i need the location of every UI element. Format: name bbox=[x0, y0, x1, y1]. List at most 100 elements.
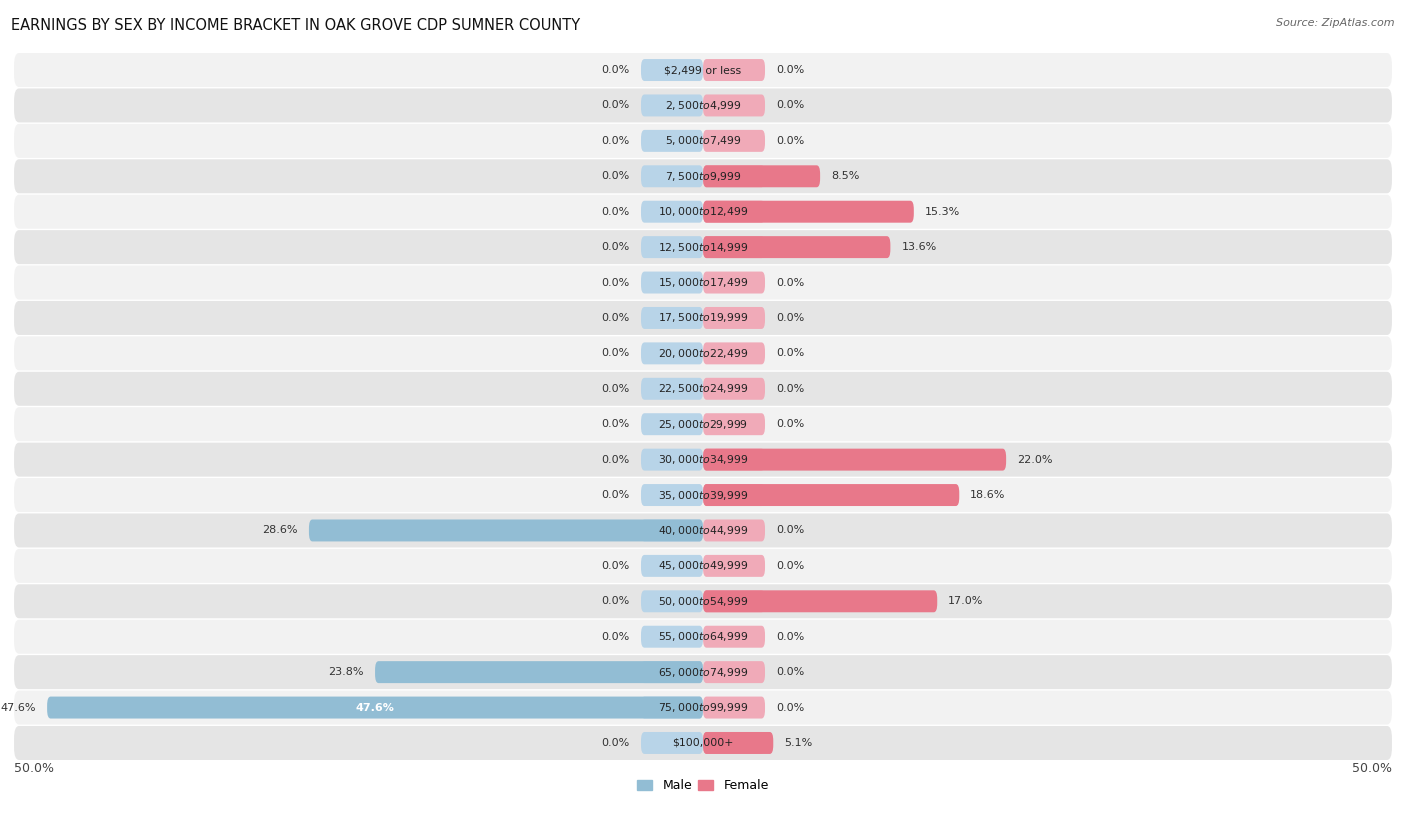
Text: 47.6%: 47.6% bbox=[356, 702, 395, 712]
FancyBboxPatch shape bbox=[14, 549, 1392, 583]
Text: $25,000 to $29,999: $25,000 to $29,999 bbox=[658, 418, 748, 431]
FancyBboxPatch shape bbox=[641, 59, 703, 81]
Text: 0.0%: 0.0% bbox=[776, 561, 804, 571]
Text: 0.0%: 0.0% bbox=[602, 349, 630, 359]
Text: 0.0%: 0.0% bbox=[602, 596, 630, 606]
FancyBboxPatch shape bbox=[641, 165, 703, 187]
Text: 8.5%: 8.5% bbox=[831, 172, 859, 181]
FancyBboxPatch shape bbox=[14, 337, 1392, 371]
FancyBboxPatch shape bbox=[703, 236, 890, 258]
Text: $2,500 to $4,999: $2,500 to $4,999 bbox=[665, 99, 741, 112]
Text: 0.0%: 0.0% bbox=[602, 101, 630, 111]
FancyBboxPatch shape bbox=[641, 484, 703, 506]
FancyBboxPatch shape bbox=[641, 661, 703, 683]
Text: $7,500 to $9,999: $7,500 to $9,999 bbox=[665, 170, 741, 183]
FancyBboxPatch shape bbox=[14, 159, 1392, 193]
FancyBboxPatch shape bbox=[641, 732, 703, 754]
FancyBboxPatch shape bbox=[703, 484, 959, 506]
FancyBboxPatch shape bbox=[703, 555, 765, 577]
FancyBboxPatch shape bbox=[641, 449, 703, 471]
FancyBboxPatch shape bbox=[641, 378, 703, 400]
FancyBboxPatch shape bbox=[641, 590, 703, 612]
Text: $30,000 to $34,999: $30,000 to $34,999 bbox=[658, 453, 748, 466]
Text: 0.0%: 0.0% bbox=[602, 65, 630, 75]
FancyBboxPatch shape bbox=[14, 585, 1392, 619]
FancyBboxPatch shape bbox=[14, 89, 1392, 123]
FancyBboxPatch shape bbox=[14, 514, 1392, 547]
Text: $50,000 to $54,999: $50,000 to $54,999 bbox=[658, 595, 748, 608]
FancyBboxPatch shape bbox=[641, 697, 703, 719]
Text: 28.6%: 28.6% bbox=[263, 525, 298, 536]
Text: $17,500 to $19,999: $17,500 to $19,999 bbox=[658, 311, 748, 324]
FancyBboxPatch shape bbox=[703, 130, 765, 152]
FancyBboxPatch shape bbox=[641, 520, 703, 541]
Text: 13.6%: 13.6% bbox=[901, 242, 936, 252]
Text: 0.0%: 0.0% bbox=[602, 454, 630, 464]
FancyBboxPatch shape bbox=[641, 413, 703, 435]
Text: 0.0%: 0.0% bbox=[776, 277, 804, 288]
Text: 0.0%: 0.0% bbox=[776, 349, 804, 359]
FancyBboxPatch shape bbox=[703, 378, 765, 400]
Text: 0.0%: 0.0% bbox=[602, 420, 630, 429]
FancyBboxPatch shape bbox=[14, 53, 1392, 87]
FancyBboxPatch shape bbox=[641, 94, 703, 116]
Text: 23.8%: 23.8% bbox=[329, 667, 364, 677]
FancyBboxPatch shape bbox=[703, 165, 820, 187]
FancyBboxPatch shape bbox=[703, 520, 765, 541]
Text: 0.0%: 0.0% bbox=[776, 702, 804, 712]
Text: $10,000 to $12,499: $10,000 to $12,499 bbox=[658, 205, 748, 218]
FancyBboxPatch shape bbox=[703, 590, 938, 612]
Text: 0.0%: 0.0% bbox=[776, 632, 804, 641]
FancyBboxPatch shape bbox=[703, 59, 765, 81]
Text: 50.0%: 50.0% bbox=[14, 763, 53, 776]
Text: 0.0%: 0.0% bbox=[776, 384, 804, 393]
Text: 0.0%: 0.0% bbox=[602, 738, 630, 748]
FancyBboxPatch shape bbox=[641, 201, 703, 223]
Text: 22.0%: 22.0% bbox=[1017, 454, 1053, 464]
FancyBboxPatch shape bbox=[703, 342, 765, 364]
FancyBboxPatch shape bbox=[641, 626, 703, 648]
FancyBboxPatch shape bbox=[14, 194, 1392, 228]
FancyBboxPatch shape bbox=[641, 555, 703, 577]
Legend: Male, Female: Male, Female bbox=[633, 774, 773, 798]
FancyBboxPatch shape bbox=[14, 301, 1392, 335]
Text: $15,000 to $17,499: $15,000 to $17,499 bbox=[658, 276, 748, 289]
FancyBboxPatch shape bbox=[14, 266, 1392, 299]
FancyBboxPatch shape bbox=[641, 130, 703, 152]
Text: $5,000 to $7,499: $5,000 to $7,499 bbox=[665, 134, 741, 147]
FancyBboxPatch shape bbox=[703, 413, 765, 435]
FancyBboxPatch shape bbox=[703, 590, 765, 612]
Text: $40,000 to $44,999: $40,000 to $44,999 bbox=[658, 524, 748, 537]
Text: 0.0%: 0.0% bbox=[602, 632, 630, 641]
Text: $100,000+: $100,000+ bbox=[672, 738, 734, 748]
FancyBboxPatch shape bbox=[14, 620, 1392, 654]
FancyBboxPatch shape bbox=[309, 520, 703, 541]
FancyBboxPatch shape bbox=[703, 661, 765, 683]
FancyBboxPatch shape bbox=[703, 201, 914, 223]
FancyBboxPatch shape bbox=[14, 726, 1392, 760]
FancyBboxPatch shape bbox=[703, 732, 765, 754]
Text: 0.0%: 0.0% bbox=[602, 313, 630, 323]
Text: 0.0%: 0.0% bbox=[602, 136, 630, 146]
FancyBboxPatch shape bbox=[641, 342, 703, 364]
FancyBboxPatch shape bbox=[703, 732, 773, 754]
FancyBboxPatch shape bbox=[703, 201, 765, 223]
Text: 0.0%: 0.0% bbox=[602, 207, 630, 217]
FancyBboxPatch shape bbox=[703, 449, 765, 471]
Text: 0.0%: 0.0% bbox=[776, 65, 804, 75]
FancyBboxPatch shape bbox=[703, 626, 765, 648]
FancyBboxPatch shape bbox=[14, 230, 1392, 264]
Text: 0.0%: 0.0% bbox=[776, 667, 804, 677]
Text: 47.6%: 47.6% bbox=[0, 702, 37, 712]
FancyBboxPatch shape bbox=[641, 307, 703, 329]
Text: 0.0%: 0.0% bbox=[602, 561, 630, 571]
FancyBboxPatch shape bbox=[375, 661, 703, 683]
Text: 0.0%: 0.0% bbox=[776, 101, 804, 111]
Text: $55,000 to $64,999: $55,000 to $64,999 bbox=[658, 630, 748, 643]
Text: $45,000 to $49,999: $45,000 to $49,999 bbox=[658, 559, 748, 572]
Text: $35,000 to $39,999: $35,000 to $39,999 bbox=[658, 489, 748, 502]
FancyBboxPatch shape bbox=[14, 124, 1392, 158]
FancyBboxPatch shape bbox=[48, 697, 703, 719]
Text: 0.0%: 0.0% bbox=[776, 136, 804, 146]
FancyBboxPatch shape bbox=[703, 307, 765, 329]
